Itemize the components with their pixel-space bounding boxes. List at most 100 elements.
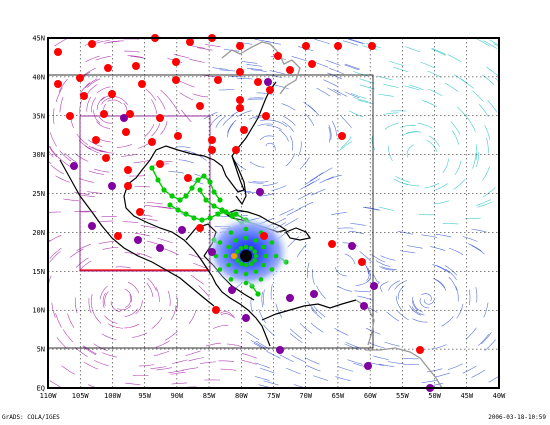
storm-system <box>206 216 290 288</box>
streamline <box>386 311 400 322</box>
storm-track-point <box>238 245 244 251</box>
streamline <box>298 201 314 210</box>
streamline <box>90 294 93 310</box>
streamline <box>79 194 95 197</box>
streamline <box>447 363 463 371</box>
streamline <box>48 160 52 165</box>
streamline <box>486 137 489 154</box>
track-point <box>207 215 213 221</box>
streamline <box>409 305 422 316</box>
latitude-label: EQ <box>37 385 45 393</box>
south-america-coast <box>365 347 443 388</box>
streamline <box>465 327 477 340</box>
station-red <box>208 136 216 144</box>
station-purple <box>70 162 78 170</box>
streamline <box>316 87 331 97</box>
station-red <box>416 346 424 354</box>
streamline <box>298 192 313 200</box>
streamline <box>95 39 111 44</box>
streamline <box>124 308 138 317</box>
storm-track-point <box>243 244 249 250</box>
streamline <box>151 99 157 114</box>
streamline <box>432 277 446 288</box>
streamline <box>58 157 72 168</box>
streamline <box>189 58 205 63</box>
storm-track-point <box>243 271 249 277</box>
streamline <box>335 267 347 277</box>
storm-track-point <box>235 258 240 263</box>
streamline <box>462 236 478 242</box>
station-red <box>236 96 244 104</box>
station-red <box>104 64 112 72</box>
longitude-label: 50W <box>428 392 441 400</box>
streamline <box>396 309 409 321</box>
streamline <box>270 283 273 300</box>
station-red <box>232 146 240 154</box>
streamline <box>102 292 106 309</box>
streamline <box>170 371 187 375</box>
streamline <box>318 167 333 176</box>
station-purple <box>286 294 294 302</box>
streamline <box>260 119 276 122</box>
streamline <box>168 171 185 174</box>
streamline <box>387 361 404 364</box>
streamline <box>48 144 58 158</box>
streamline <box>296 244 307 258</box>
streamline <box>151 317 163 329</box>
streamline <box>272 120 287 128</box>
streamline <box>493 43 499 48</box>
station-red <box>138 80 146 88</box>
storm-track-point <box>263 253 269 259</box>
streamline <box>338 366 354 372</box>
streamline <box>379 266 395 271</box>
streamline <box>76 133 88 146</box>
streamline <box>189 45 206 49</box>
streamline <box>115 266 131 269</box>
storm-track-point <box>261 244 266 250</box>
streamline <box>484 125 491 140</box>
storm-track-point <box>233 238 239 243</box>
station-purple <box>156 244 164 252</box>
streamline <box>445 82 459 92</box>
streamline <box>354 290 371 293</box>
streamline <box>371 254 386 263</box>
station-red <box>66 112 74 120</box>
streamline <box>291 354 306 363</box>
streamline <box>313 375 329 381</box>
streamline <box>359 84 375 90</box>
streamline <box>431 344 447 350</box>
streamline <box>220 313 236 319</box>
streamline <box>408 84 424 91</box>
streamline <box>59 150 72 162</box>
streamline <box>421 379 438 383</box>
streamline <box>357 99 374 104</box>
streamline <box>349 38 365 44</box>
streamline <box>430 246 446 251</box>
station-red <box>88 40 96 48</box>
streamline <box>344 64 360 71</box>
streamline <box>84 145 99 154</box>
station-red <box>208 146 216 154</box>
streamline <box>472 90 484 102</box>
station-red <box>156 114 164 122</box>
streamline <box>179 92 194 101</box>
streamline <box>487 100 498 113</box>
streamline <box>481 74 495 85</box>
track-point <box>169 193 175 199</box>
streamline <box>450 121 461 135</box>
track-point <box>197 187 203 193</box>
streamline <box>483 40 498 49</box>
station-red <box>214 76 222 84</box>
streamline <box>124 294 132 308</box>
track-point <box>191 215 197 221</box>
streamline <box>86 84 98 96</box>
station-red <box>124 166 132 174</box>
streamline <box>78 178 95 183</box>
streamline <box>442 223 459 225</box>
map-frame <box>47 37 500 389</box>
mexico-pacific-coast <box>59 159 215 307</box>
streamline <box>124 382 141 385</box>
streamline <box>383 83 399 88</box>
station-red <box>196 102 204 110</box>
streamline <box>146 282 154 298</box>
